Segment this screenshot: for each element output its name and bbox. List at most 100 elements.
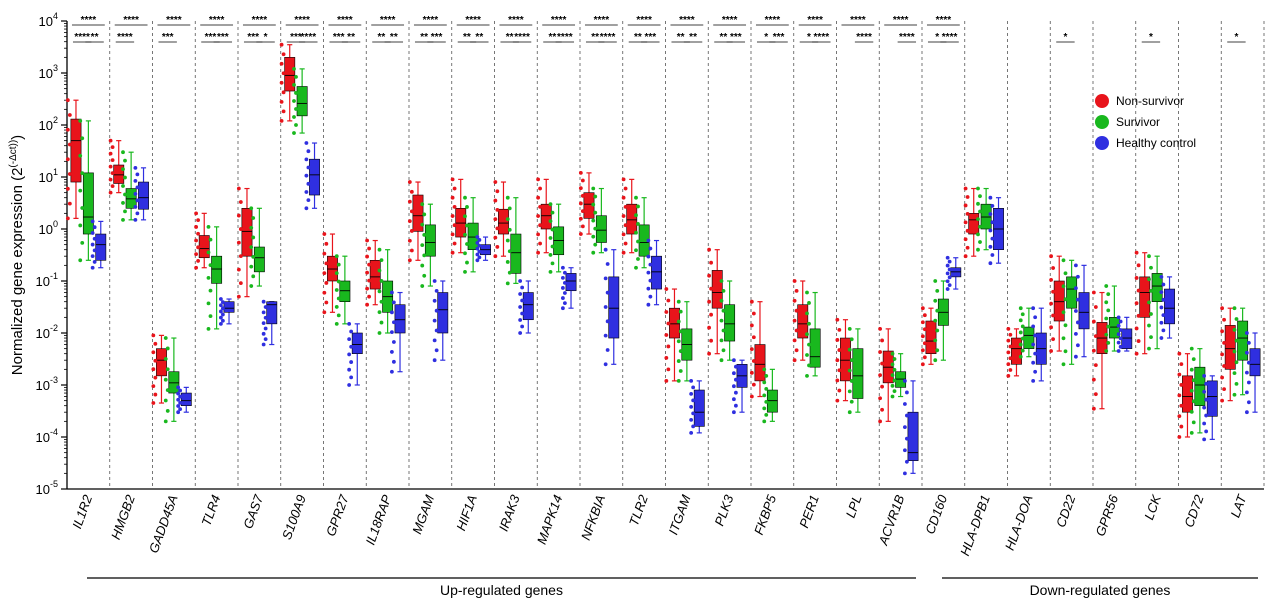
- data-point: [562, 270, 567, 275]
- data-point: [719, 358, 724, 363]
- data-point: [92, 236, 97, 241]
- data-point: [336, 313, 341, 318]
- data-point: [945, 255, 950, 260]
- box-iqr: [522, 292, 534, 321]
- data-point: [90, 219, 95, 224]
- data-point: [933, 338, 938, 343]
- box-iqr: [809, 328, 821, 368]
- box-iqr: [595, 215, 607, 243]
- sig-label-ns: **: [506, 32, 514, 43]
- data-point: [294, 107, 298, 111]
- data-point: [945, 271, 950, 276]
- gene-label: CD22: [1053, 492, 1079, 529]
- data-point: [108, 151, 113, 156]
- data-point: [707, 247, 711, 252]
- y-tick-label: 10-3: [36, 375, 58, 393]
- data-point: [731, 371, 736, 376]
- data-point: [377, 268, 382, 273]
- data-point: [691, 398, 696, 403]
- data-point: [636, 222, 640, 226]
- sig-label-top: ****: [81, 15, 97, 26]
- data-point: [902, 425, 907, 430]
- data-point: [238, 227, 243, 231]
- data-point: [646, 270, 651, 275]
- data-point: [151, 384, 156, 389]
- data-point: [1134, 301, 1139, 306]
- data-point: [178, 407, 183, 411]
- gene-label: CD160: [922, 492, 950, 536]
- data-point: [892, 367, 897, 372]
- data-point: [751, 335, 756, 340]
- data-point: [1220, 398, 1224, 403]
- sig-label-ns: **: [634, 32, 642, 43]
- data-point: [1136, 263, 1141, 268]
- data-point: [389, 290, 394, 295]
- sig-label-sh: ***: [217, 32, 229, 43]
- data-point: [922, 355, 927, 360]
- data-point: [1049, 325, 1053, 330]
- data-point: [90, 231, 95, 235]
- data-point: [603, 276, 608, 281]
- data-point: [709, 312, 713, 317]
- data-point: [1018, 306, 1023, 311]
- data-point: [666, 321, 671, 326]
- data-point: [1049, 254, 1053, 259]
- data-point: [1134, 351, 1139, 356]
- data-point: [1018, 330, 1023, 335]
- data-point: [676, 339, 681, 344]
- data-point: [1147, 254, 1151, 259]
- data-point: [593, 210, 598, 215]
- data-point: [623, 186, 628, 191]
- data-point: [664, 333, 669, 337]
- data-point: [965, 195, 970, 199]
- data-point: [648, 294, 653, 299]
- data-point: [1234, 382, 1239, 386]
- data-point: [1049, 349, 1053, 353]
- data-point: [1061, 310, 1066, 315]
- data-point: [605, 348, 610, 352]
- box-iqr: [1249, 348, 1261, 377]
- data-point: [420, 284, 425, 288]
- data-point: [1232, 349, 1237, 354]
- data-point: [605, 290, 610, 295]
- data-point: [452, 186, 457, 191]
- data-point: [151, 401, 156, 405]
- data-point: [1106, 308, 1111, 313]
- gene-label: ACVR1B: [875, 493, 907, 548]
- data-point: [1189, 388, 1194, 393]
- data-point: [336, 296, 341, 301]
- data-point: [206, 224, 211, 229]
- gene-label: NFKBIA: [578, 493, 608, 542]
- data-point: [1063, 349, 1068, 354]
- data-point: [475, 235, 480, 239]
- data-point: [238, 254, 243, 259]
- data-point: [379, 258, 384, 263]
- data-point: [367, 294, 371, 299]
- data-point: [450, 195, 455, 200]
- data-point: [1161, 328, 1166, 333]
- data-point: [391, 300, 396, 305]
- data-point: [304, 141, 309, 145]
- data-point: [1075, 274, 1080, 279]
- data-point: [165, 346, 170, 351]
- data-point: [1244, 350, 1249, 355]
- data-point: [689, 391, 694, 396]
- sig-label-top: ****: [594, 15, 610, 26]
- data-point: [334, 271, 339, 276]
- box-iqr: [70, 118, 82, 183]
- data-point: [1033, 315, 1038, 320]
- data-point: [764, 373, 769, 378]
- data-point: [1063, 297, 1068, 302]
- data-point: [249, 245, 254, 250]
- data-point: [518, 318, 523, 322]
- data-point: [1031, 378, 1036, 383]
- data-point: [208, 237, 213, 242]
- data-point: [965, 212, 970, 216]
- data-point: [664, 378, 669, 383]
- data-point: [208, 314, 213, 319]
- data-point: [560, 306, 565, 311]
- data-point: [1222, 317, 1226, 322]
- y-tick-label: 102: [39, 115, 58, 133]
- data-point: [432, 298, 437, 303]
- sig-label-sh: ****: [899, 32, 915, 43]
